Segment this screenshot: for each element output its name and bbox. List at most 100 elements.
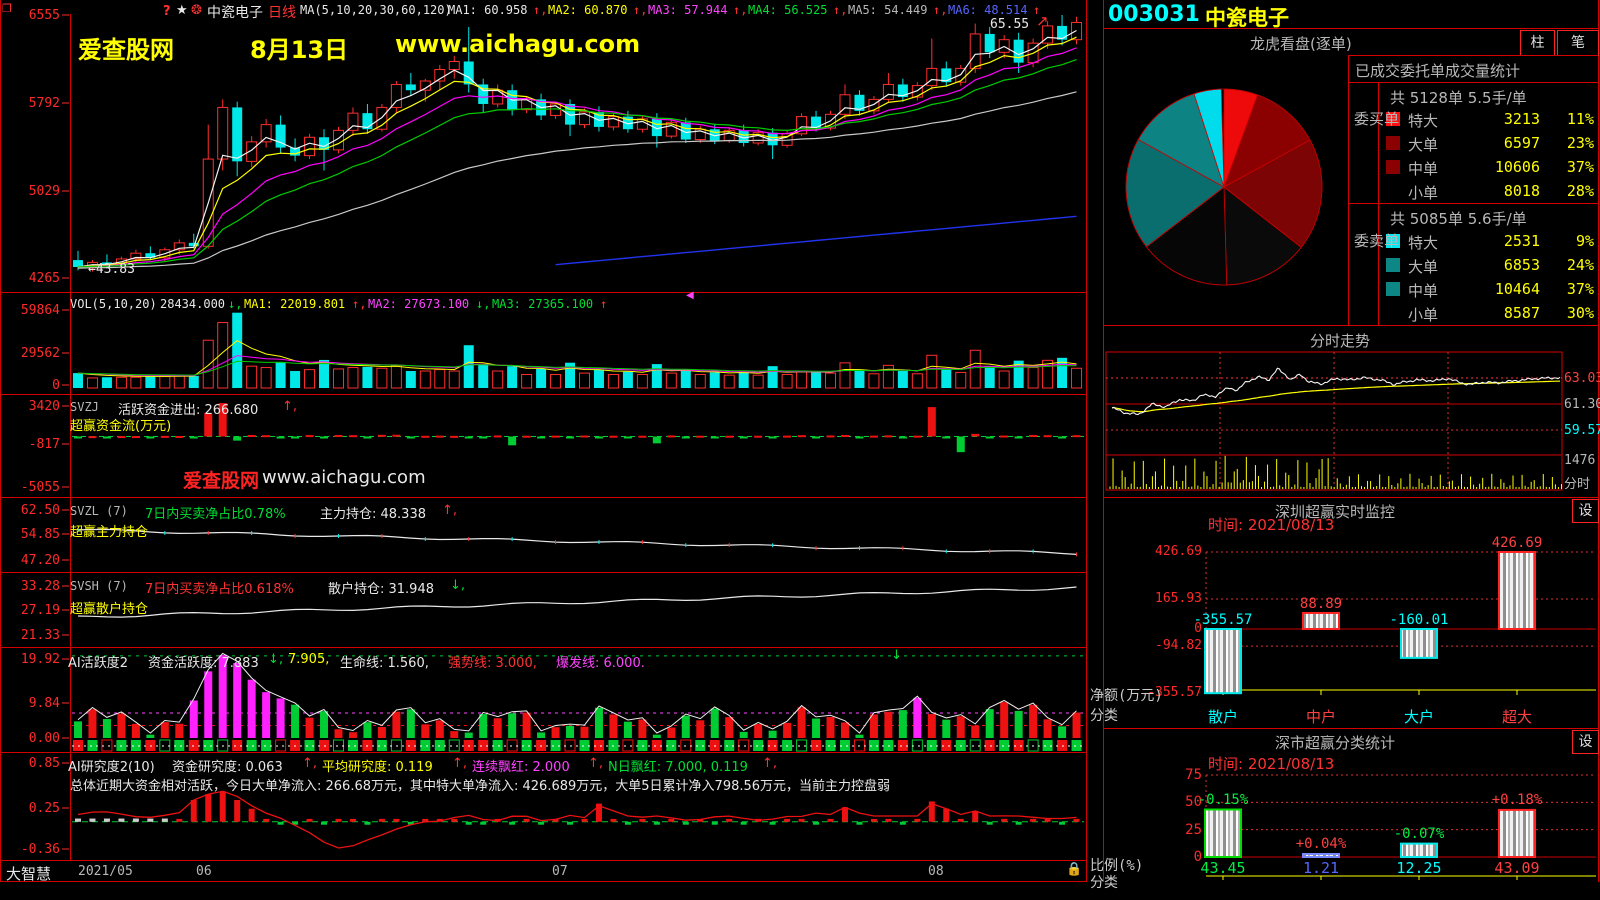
ma4-value: MA4: 56.525: [748, 3, 828, 17]
ai1-value: 资金活跃度: 7.883: [148, 656, 259, 671]
sell-row-pct: 37%: [1566, 280, 1594, 298]
ma5-value: MA5: 54.449: [848, 3, 928, 17]
ai2-v4: N日飘红: 7.000, 0.119: [608, 760, 748, 775]
sell-row-pct: 30%: [1566, 304, 1594, 322]
buy-row-value: 3213: [1503, 110, 1540, 128]
chart-label: 165.93: [1155, 591, 1202, 607]
ma4-arrow: ↑,: [833, 3, 848, 17]
date-axis-label: 06: [196, 864, 212, 879]
monitor-settings-button[interactable]: 设: [1572, 499, 1599, 523]
chart-label: 散户: [1207, 708, 1238, 726]
svsh-axis-tick: 21.33: [20, 628, 60, 643]
ma3-arrow: ↑,: [733, 3, 748, 17]
chart-label: 分类: [1090, 875, 1118, 891]
chart-label: 大户: [1403, 708, 1434, 726]
chart-label: 426.69: [1491, 534, 1543, 551]
svzl-axis-tick: 54.85: [20, 527, 60, 542]
vol-ma3: MA3: 27365.100: [492, 297, 594, 311]
signal-down-arrow-icon: ↓: [891, 648, 902, 663]
svzl-highlight: 7日内买卖净占比0.78%: [145, 507, 286, 522]
class-settings-button[interactable]: 设: [1572, 730, 1599, 754]
vol-axis-tick: 0: [52, 378, 60, 393]
chart-label: 0: [1193, 849, 1202, 865]
buy-md-swatch: [1386, 160, 1400, 174]
svzj-subtitle: 超赢资金流(万元): [70, 419, 172, 434]
watermark-url: www.aichagu.com: [395, 30, 641, 58]
flower-icon: ❂: [191, 3, 202, 18]
buy-row-pct: 37%: [1566, 158, 1594, 176]
ai2-v2: 平均研究度: 0.119: [322, 760, 433, 775]
help-icon[interactable]: ?: [163, 4, 171, 19]
stock-name: 中瓷电子: [1205, 6, 1289, 30]
svsh-highlight: 7日内买卖净占比0.618%: [145, 582, 294, 597]
vol-ma1-arrow: ↑,: [352, 297, 367, 311]
svzl-name: SVZL (7): [70, 504, 128, 518]
sell-xl-swatch: [1386, 234, 1400, 248]
buy-row-value: 8018: [1503, 182, 1540, 200]
bar-mode-button[interactable]: 柱: [1520, 30, 1555, 56]
sell-side-label: 委卖单: [1354, 232, 1400, 250]
chart-label: -355.57: [1147, 685, 1202, 701]
ma6-arrow: ↑: [1033, 3, 1041, 17]
vol-ma3-arrow: ↑: [600, 297, 608, 311]
chart-label: 25: [1185, 821, 1202, 838]
chart-label: 比例(%): [1090, 858, 1144, 874]
sell-row-value: 10464: [1494, 280, 1540, 298]
svsh-value: 散户持仓: 31.948: [328, 582, 434, 597]
vol-marker-icon: ◀: [686, 290, 694, 301]
chart-label: 426.69: [1155, 543, 1202, 559]
intraday-title: 分时走势: [1310, 332, 1371, 350]
monitor-time: 时间: 2021/08/13: [1208, 516, 1335, 534]
vol-arrow: ↓,: [228, 297, 243, 311]
class-title: 深市超赢分类统计: [1275, 734, 1396, 752]
chart-label: -160.01: [1389, 612, 1449, 628]
buy-xl-swatch: [1386, 112, 1400, 126]
lock-icon: 🔒: [1066, 862, 1083, 877]
buy-row-value: 10606: [1494, 158, 1540, 176]
date-axis-label: 08: [928, 864, 944, 879]
sell-row-pct: 9%: [1575, 232, 1594, 250]
svzj-axis-tick: -5055: [20, 480, 60, 495]
watermark-site: 爱查股网: [78, 36, 174, 64]
buy-row-name: 小单: [1408, 184, 1439, 202]
period-label[interactable]: 日线: [268, 5, 296, 21]
ma1-value: MA1: 60.958: [448, 3, 528, 17]
ai2-a1: ↑,: [302, 756, 318, 771]
main-axis-tick: 4265: [28, 271, 60, 286]
chart-label: 43.09: [1494, 859, 1540, 877]
window-icon[interactable]: ❐: [2, 2, 12, 15]
sell-row-name: 小单: [1408, 306, 1439, 324]
svsh-axis-tick: 33.28: [20, 579, 60, 594]
chart-label: 1.21: [1302, 859, 1340, 877]
buy-row-pct: 11%: [1566, 110, 1594, 128]
app-brand[interactable]: 大智慧: [6, 865, 52, 883]
pen-mode-button[interactable]: 笔: [1557, 30, 1599, 56]
ai2-axis-tick: 0.25: [28, 801, 60, 816]
ma2-value: MA2: 60.870: [548, 3, 628, 17]
chart-label: -0.15%: [1197, 791, 1249, 808]
recent-high-label: 65.55: [990, 17, 1030, 32]
chart-label: +0.18%: [1491, 791, 1543, 808]
star-icon[interactable]: ★: [176, 3, 188, 18]
class-time: 时间: 2021/08/13: [1208, 755, 1335, 773]
svsh-name: SVSH (7): [70, 579, 128, 593]
sell-row-name: 中单: [1408, 282, 1439, 300]
chart-label: 12.25: [1396, 859, 1442, 877]
ma1-arrow: ↑,: [533, 3, 548, 17]
stock-title: 中瓷电子: [207, 5, 263, 21]
svzl-arrow: ↑,: [442, 503, 458, 518]
svzj-value: 活跃资金进出: 266.680: [118, 403, 259, 418]
vol-ma2-arrow: ↓,: [476, 297, 491, 311]
buy-row-name: 中单: [1408, 160, 1439, 178]
main-axis-tick: 5029: [28, 184, 60, 199]
sell-row-name: 特大: [1408, 234, 1439, 252]
ai1-burstline: 爆发线: 6.000.: [556, 656, 645, 671]
chart-label: 分类: [1090, 708, 1118, 724]
ai2-axis-tick: -0.36: [20, 842, 60, 857]
svzj-watermark-site: 爱查股网: [183, 470, 260, 492]
chart-label: 中户: [1305, 708, 1336, 726]
intraday-price-label: 63.03: [1564, 371, 1600, 386]
ai2-v3: 连续飘红: 2.000: [472, 760, 570, 775]
